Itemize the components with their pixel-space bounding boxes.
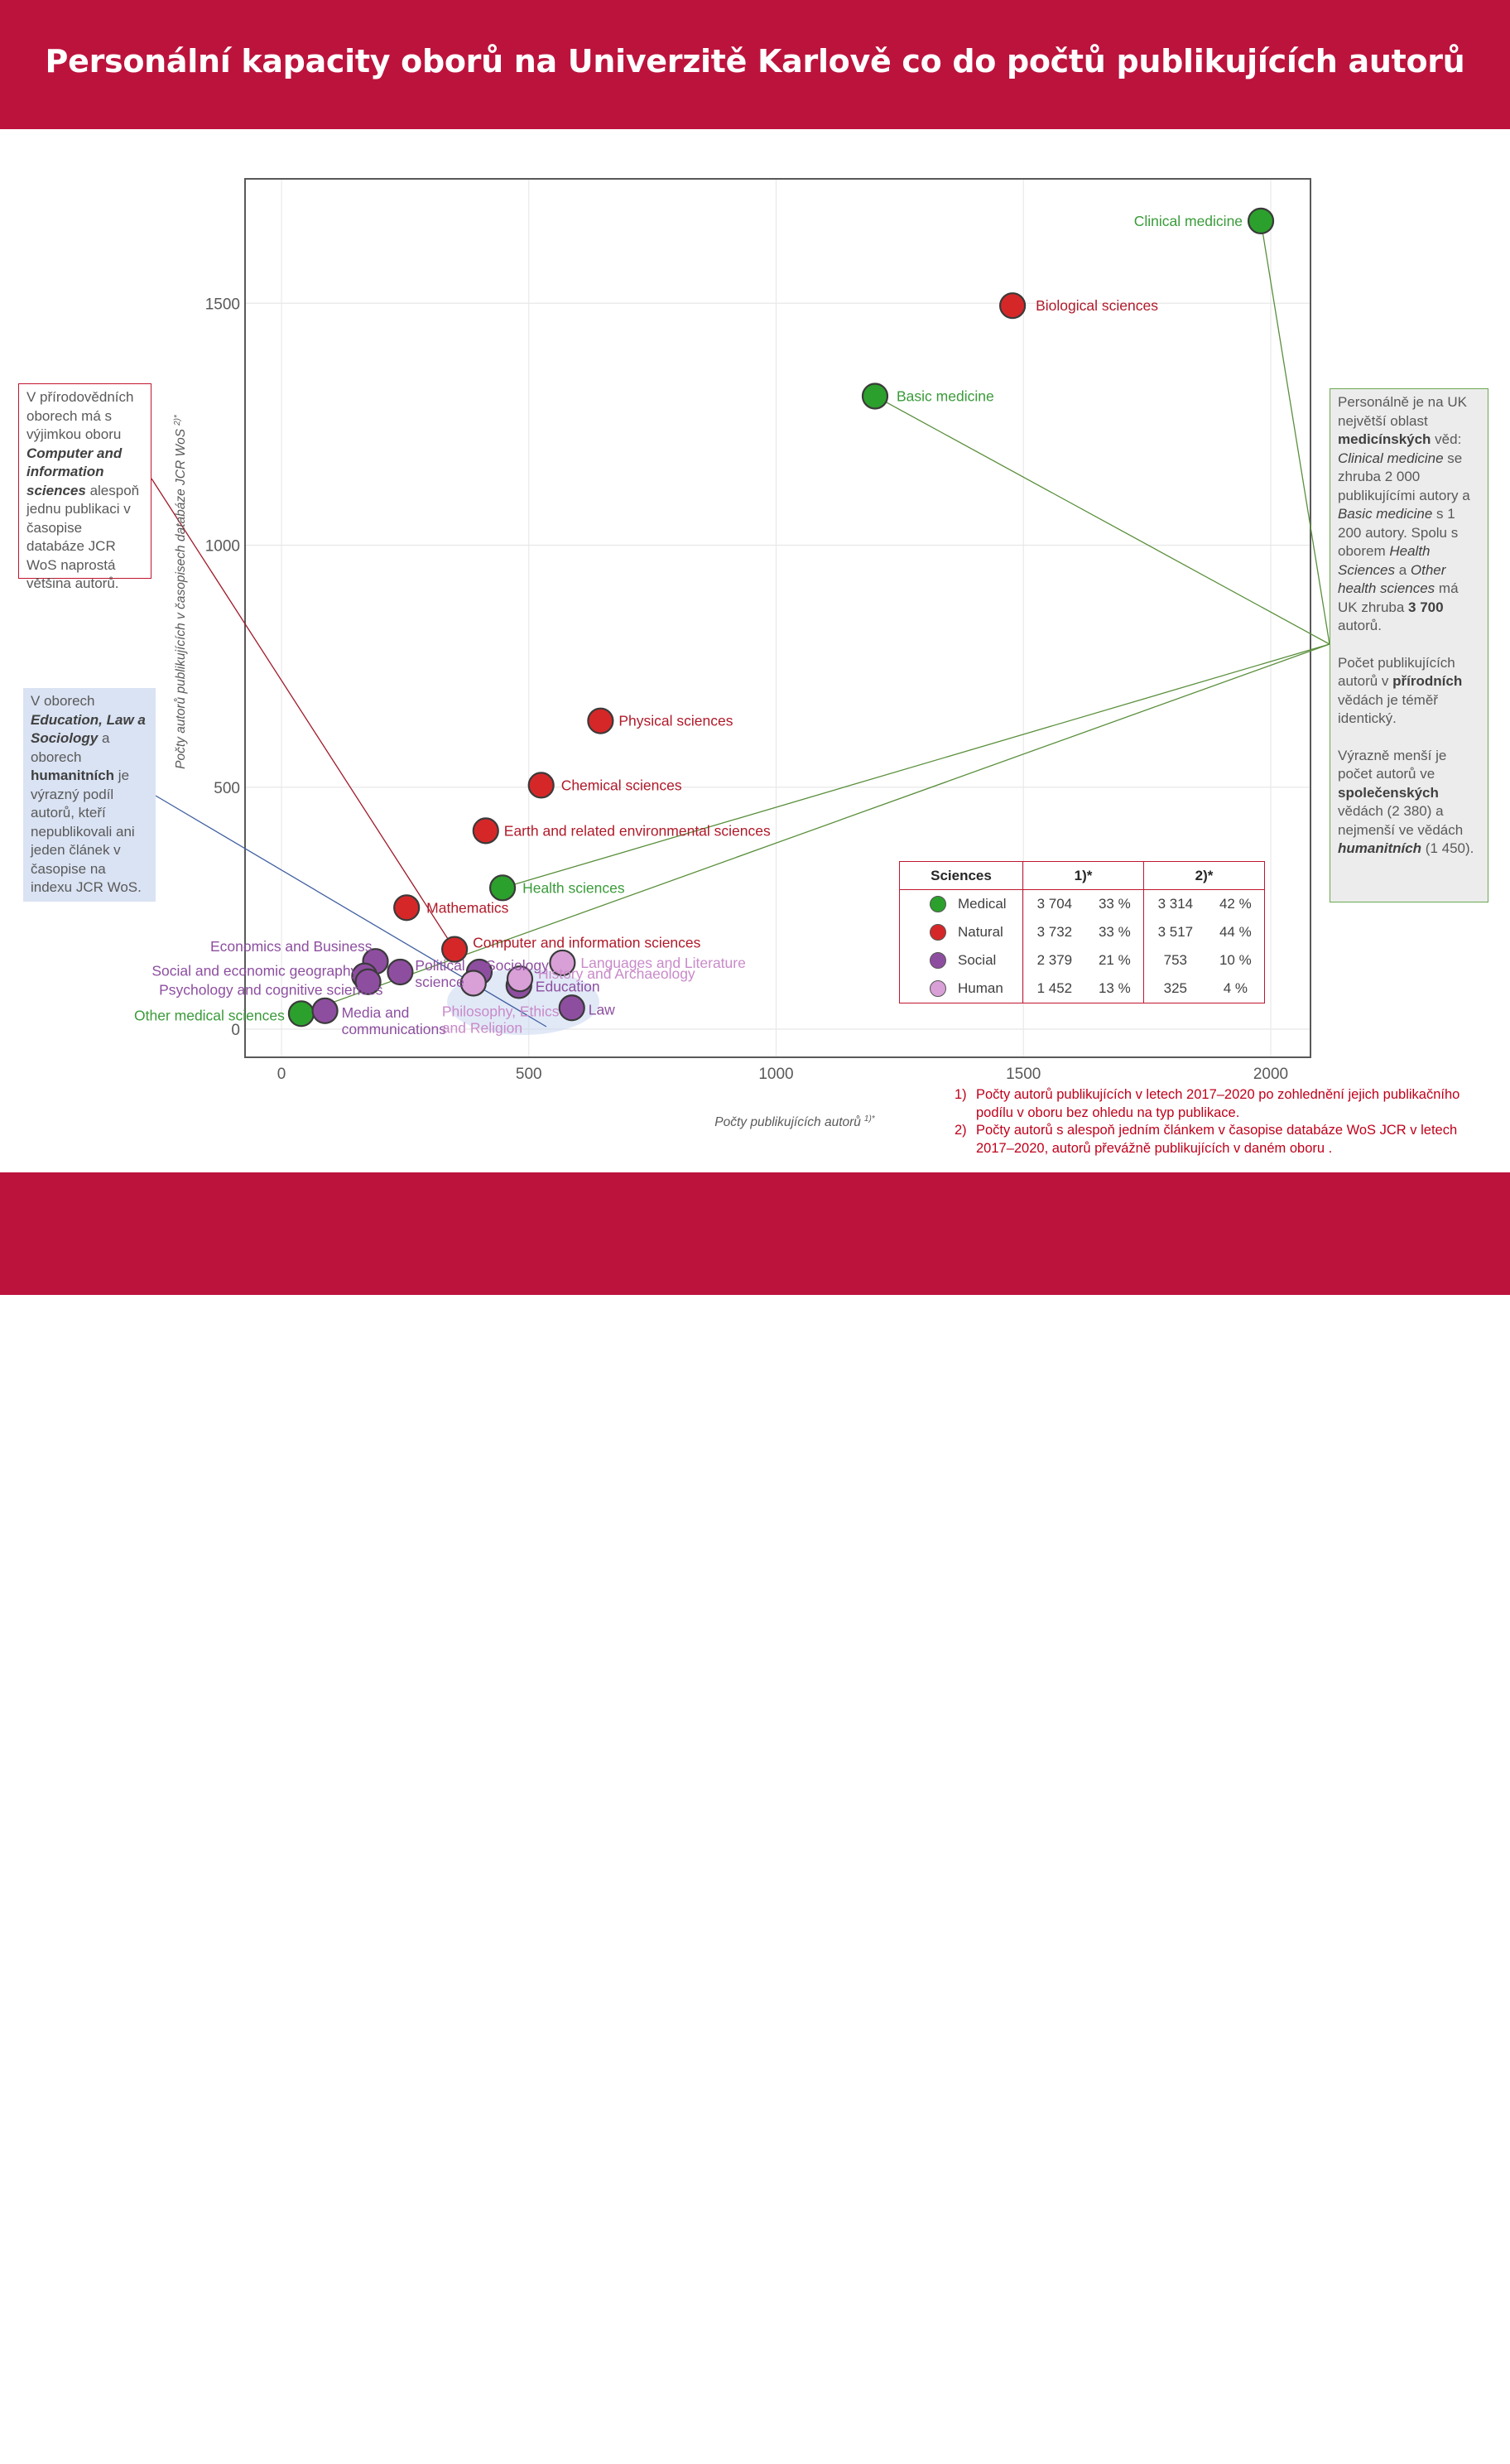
table-row: Medical 3 704 33 % 3 314 42 % [900,889,1265,918]
point-label: Health sciences [522,879,625,896]
point-social [558,994,585,1022]
annotation-medical-sciences: Personálně je na UK největší oblast medi… [1330,388,1488,902]
footnote-2: 2) Počty autorů s alespoň jedním článkem … [955,1123,1458,1156]
x-axis-title: Počty publikujících autorů 1)* [714,1114,876,1129]
y-tick-label: 500 [214,780,240,797]
point-label: Political science [415,957,464,990]
table-row: Social 2 379 21 % 753 10 % [900,946,1265,975]
point-natural [393,894,421,922]
legend-dot [930,924,946,941]
point-label: Earth and related environmental sciences [504,822,771,839]
point-label: History and Archaeology [538,965,695,982]
point-label: Philosophy, Ethics and Religion [442,1003,560,1036]
connector-line [502,643,1330,888]
x-tick-label: 0 [277,1066,286,1083]
footer-url[interactable]: https://ideaapps.cerge-ei.cz/Performance… [766,2389,1191,2464]
annotation-natural-sciences: V přírodovědních oborech má s výjimkou o… [18,383,151,591]
axis-ticks: 0 500 1000 1500 2000 0 500 1000 1500 [205,296,1288,1083]
point-label: Clinical medicine [1134,213,1243,229]
summary-table: Sciences 1)* 2)* Medical 3 704 33 % 3 314 42… [899,861,1265,1003]
point-label: Social and economic geography [151,963,358,979]
point-social [354,968,382,995]
table-row: Natural 3 732 33 % 3 517 44 % [900,918,1265,946]
point-label: Mathematics [426,899,508,916]
point-social [387,958,414,986]
legend-dot [930,896,946,913]
point-natural [527,772,555,799]
x-tick-label: 2000 [1253,1066,1288,1083]
point-medical [488,874,517,902]
table-header-sciences: Sciences [899,861,1023,890]
point-label: Biological sciences [1036,297,1158,314]
footnote-1: 1) Počty autorů publikujících v letech 20… [955,1087,1460,1120]
point-natural [472,817,499,845]
point-label: Education [536,978,600,994]
x-tick-label: 1000 [758,1066,793,1083]
page-title: Personální kapacity oborů na Univerzitě … [45,43,1465,79]
connector-line [874,395,1330,645]
point-labels: Clinical medicine Basic medicine Health sc… [134,213,1243,1037]
point-medical [1247,207,1275,234]
point-label: Economics and Business [210,938,373,955]
legend-dot [930,980,946,998]
point-label: Physical sciences [618,713,733,729]
point-natural [587,707,614,734]
scatter-chart: 0 500 1000 1500 2000 0 500 1000 1500 Clinical me… [134,178,1330,1129]
y-axis-title: Počty autorů publikujících v časopisech … [173,414,188,769]
point-medical [287,1000,315,1027]
point-medical [861,383,889,410]
connector-line [1260,220,1330,645]
point-label: Media and communications [342,1004,447,1037]
point-label: Other medical sciences [134,1007,285,1023]
globe-icon [353,2383,405,2434]
point-natural [441,936,469,963]
plot-frame [244,178,1311,1058]
y-tick-label: 0 [231,1022,240,1039]
point-label: Sociology [486,957,549,974]
data-points [287,207,1275,1027]
point-natural [999,292,1027,320]
point-human [506,965,534,993]
point-label: Psychology and cognitive sciences [159,982,383,999]
point-label: Chemical sciences [561,777,682,793]
connector-line [151,478,455,950]
point-label: Law [589,1001,615,1018]
point-label: Basic medicine [897,387,994,404]
table-header-2: 2)* [1142,861,1265,890]
footnotes: 1) Počty autorů publikujících v letech 20… [955,1086,1484,1157]
y-tick-label: 1000 [205,538,240,556]
y-tick-label: 1500 [205,296,240,313]
header-band: Personální kapacity oborů na Univerzitě … [0,0,1510,129]
point-label: Computer and information sciences [473,935,701,951]
legend-dot [930,952,946,970]
table-header-1: 1)* [1022,861,1144,890]
point-social [311,997,339,1024]
footer-band: IDEA CERGE EI https://ideaapps.cerge-ei.… [0,1172,1510,2464]
annotation-connectors [151,220,1330,1027]
point-label: Languages and Literature [580,955,745,971]
annotation-social-sciences: V oborech Education, Law a Sociology a o… [23,688,156,902]
x-tick-label: 1500 [1006,1066,1041,1083]
idea-cerge-ei-logo: IDEA CERGE EI [139,2370,437,2444]
x-tick-label: 500 [516,1066,542,1083]
point-human [549,949,576,977]
table-row: Human 1 452 13 % 325 4 % [900,975,1265,1003]
connector-line [301,643,1330,1014]
point-human [459,970,487,997]
